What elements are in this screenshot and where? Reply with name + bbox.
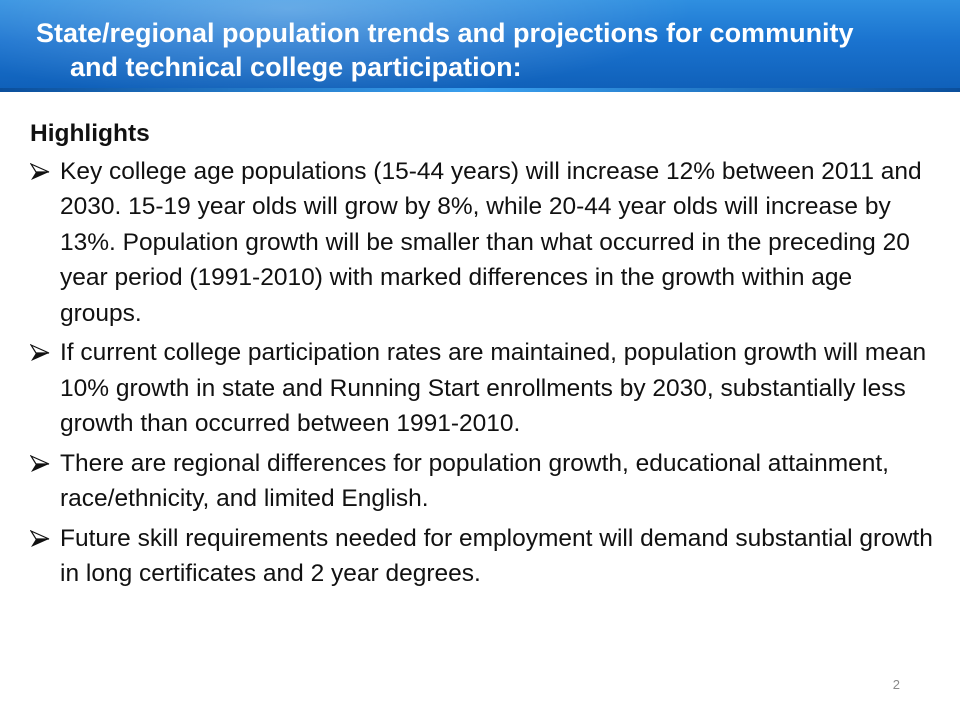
title-bar: State/regional population trends and pro… [0, 0, 960, 92]
list-item: There are regional differences for popul… [30, 446, 935, 517]
bullet-text: There are regional differences for popul… [60, 449, 889, 513]
bullet-text: Future skill requirements needed for emp… [60, 524, 933, 588]
arrowhead-bullet-icon [30, 529, 50, 547]
bullet-text: Key college age populations (15-44 years… [60, 157, 922, 327]
list-item: If current college participation rates a… [30, 335, 935, 442]
arrowhead-bullet-icon [30, 162, 50, 180]
list-item: Future skill requirements needed for emp… [30, 521, 935, 592]
slide-title: State/regional population trends and pro… [36, 16, 916, 84]
bullet-text: If current college participation rates a… [60, 339, 927, 437]
highlights-list: Key college age populations (15-44 years… [30, 154, 935, 592]
list-item: Key college age populations (15-44 years… [30, 154, 935, 332]
highlights-heading: Highlights [30, 120, 150, 147]
page-number: 2 [892, 677, 900, 692]
slide-title-line1: State/regional population trends and pro… [36, 18, 854, 48]
slide-title-line2: and technical college participation: [70, 52, 522, 82]
arrowhead-bullet-icon [30, 454, 50, 472]
content-area: Highlights Key college age populations (… [30, 116, 935, 596]
arrowhead-bullet-icon [30, 344, 50, 361]
